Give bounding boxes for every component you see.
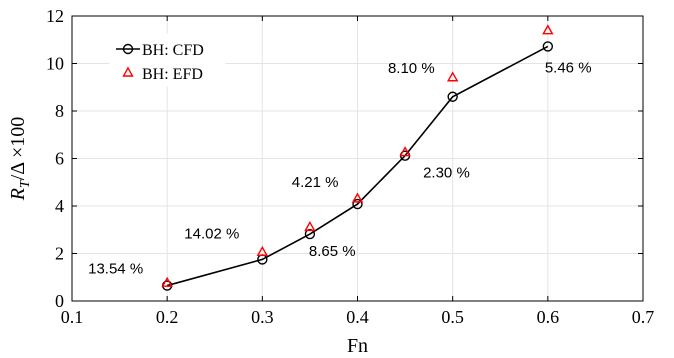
annotation-2: 8.65 %	[309, 243, 356, 260]
y-tick-label-5: 10	[46, 54, 64, 74]
y-axis-label-rest: /Δ ×100	[7, 117, 29, 181]
y-axis-label-main: R	[7, 188, 29, 201]
y-tick-label-1: 2	[55, 244, 64, 264]
annotation-4: 2.30 %	[423, 165, 470, 182]
series-0-point-2	[304, 228, 316, 240]
annotation-1: 14.02 %	[184, 225, 239, 242]
x-tick-label-3: 0.4	[346, 307, 369, 327]
y-axis-label-sub: T	[18, 179, 33, 188]
annotation-6: 5.46 %	[545, 59, 592, 76]
legend-marker-1	[122, 66, 134, 77]
y-tick-label-4: 8	[55, 101, 64, 121]
series-line-0	[166, 45, 549, 287]
series-0-point-3	[352, 198, 363, 210]
x-tick-label-4: 0.5	[441, 307, 464, 327]
ticks: 0.1 0.2 0.3 0.4 0.5 0.6 0.7 0 2 4 6 8 10 12	[46, 6, 654, 327]
series-1-point-2	[304, 220, 316, 232]
series-1-point-0	[161, 276, 173, 287]
series-layer	[161, 24, 554, 291]
legend-label-0: BH: CFD	[142, 42, 204, 59]
x-tick-label-2: 0.3	[251, 307, 274, 327]
y-tick-label-6: 12	[46, 6, 64, 26]
legend-label-1: BH: EFD	[142, 66, 203, 83]
series-1-point-4	[399, 146, 411, 157]
series-1-point-1	[256, 245, 269, 257]
annotation-0: 13.54 %	[88, 261, 143, 278]
x-tick-label-5: 0.6	[537, 307, 560, 327]
series-1-point-6	[542, 24, 554, 35]
y-tick-label-3: 6	[55, 149, 64, 169]
series-1-point-5	[446, 71, 459, 82]
series-0-point-5	[447, 91, 458, 102]
x-tick-label-0: 0.1	[61, 307, 84, 327]
annotation-3: 4.21 %	[292, 174, 339, 191]
y-tick-label-2: 4	[55, 196, 64, 216]
series-1-point-3	[351, 192, 364, 203]
x-tick-label-1: 0.2	[156, 307, 179, 327]
y-tick-label-0: 0	[55, 291, 64, 311]
annotation-5: 8.10 %	[388, 60, 435, 77]
series-0-point-6	[542, 41, 554, 52]
legend: BH: CFD BH: EFD	[109, 33, 226, 87]
legend-marker-0	[122, 43, 134, 55]
legend-box	[109, 33, 226, 87]
y-axis-label: RT/Δ ×100	[7, 117, 33, 202]
x-tick-label-6: 0.7	[632, 307, 655, 327]
x-axis-label: Fn	[347, 335, 368, 357]
annotations: 13.54 % 14.02 % 8.65 % 4.21 % 2.30 % 8.10 % 5.…	[88, 59, 591, 277]
